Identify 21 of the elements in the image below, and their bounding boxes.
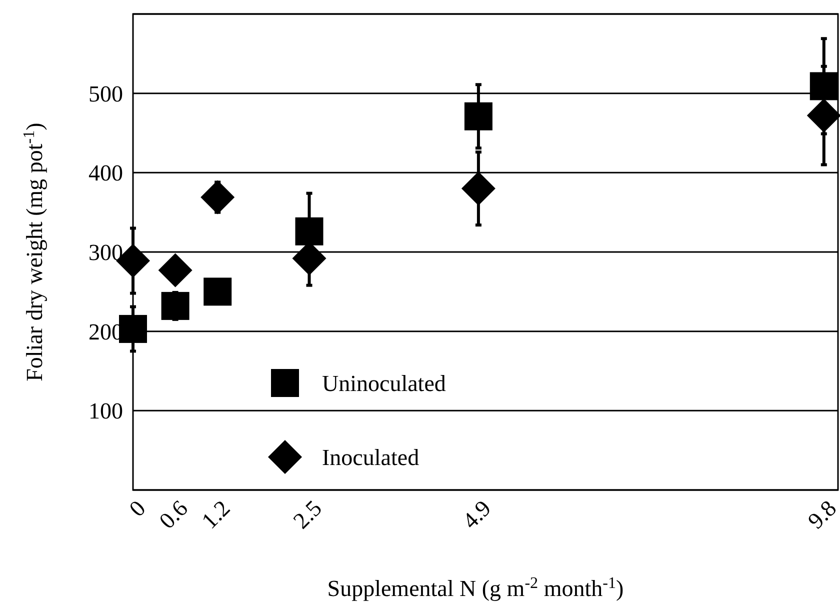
point	[161, 292, 190, 320]
y-tick-label: 500	[88, 81, 123, 106]
point	[295, 217, 324, 246]
point	[806, 98, 840, 133]
point	[204, 278, 232, 306]
y-tick-label: 100	[88, 398, 123, 424]
x-tick-label: 9.8	[803, 496, 840, 534]
point	[461, 172, 496, 206]
x-tick-label: 0	[124, 496, 150, 522]
legend-label: Uninoculated	[322, 371, 446, 396]
x-tick-label: 4.9	[458, 496, 496, 534]
point	[158, 253, 192, 288]
point	[200, 180, 235, 214]
y-tick-label: 400	[88, 160, 123, 186]
point	[464, 102, 492, 130]
x-tick-label: 1.2	[196, 496, 235, 534]
y-tick-label: 300	[88, 240, 123, 266]
x-tick-label: 2.5	[288, 496, 326, 534]
x-axis-title: Supplemental N (g m$^{-2}$ month$^{-1}$)	[327, 574, 624, 601]
legend-label: Inoculated	[322, 445, 420, 470]
x-tick-label: 0.6	[154, 496, 193, 534]
